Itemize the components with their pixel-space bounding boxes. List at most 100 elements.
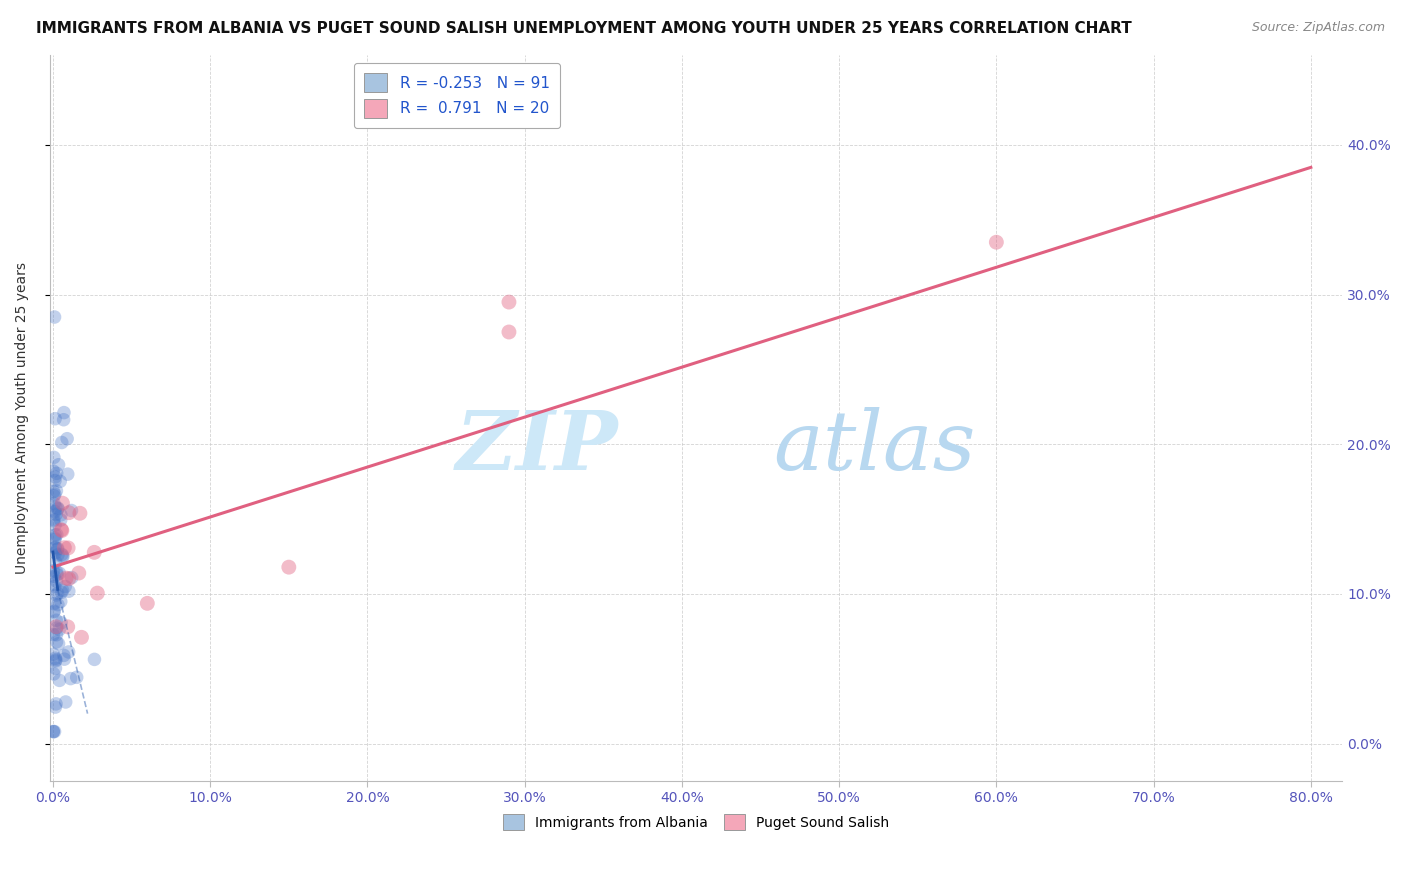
Point <box>45 565 67 579</box>
Point <box>52 648 75 663</box>
Point <box>53 580 76 594</box>
Point <box>42 647 65 661</box>
Point <box>52 549 75 564</box>
Y-axis label: Unemployment Among Youth under 25 years: Unemployment Among Youth under 25 years <box>15 262 30 574</box>
Point <box>51 435 73 450</box>
Point <box>277 560 299 574</box>
Point <box>498 295 520 310</box>
Point <box>46 548 69 562</box>
Point <box>136 596 159 610</box>
Point <box>58 572 80 586</box>
Point <box>42 667 65 681</box>
Point <box>44 540 66 554</box>
Point <box>83 545 105 559</box>
Point <box>46 542 69 557</box>
Point <box>46 541 69 556</box>
Point <box>48 566 70 581</box>
Point <box>42 464 65 478</box>
Point <box>53 541 76 555</box>
Point <box>42 627 65 641</box>
Point <box>42 514 65 528</box>
Point <box>44 518 66 533</box>
Point <box>44 654 66 668</box>
Point <box>42 564 65 578</box>
Point <box>44 504 66 518</box>
Point <box>52 406 75 420</box>
Point <box>44 528 66 542</box>
Point <box>51 496 73 510</box>
Point <box>42 513 65 527</box>
Point <box>42 484 65 499</box>
Point <box>49 513 72 527</box>
Point <box>83 652 105 666</box>
Point <box>67 566 90 580</box>
Text: atlas: atlas <box>773 407 976 487</box>
Text: ZIP: ZIP <box>456 407 619 487</box>
Point <box>45 588 67 602</box>
Point <box>46 567 69 582</box>
Point <box>44 546 66 560</box>
Point <box>45 653 67 667</box>
Point <box>45 620 67 634</box>
Point <box>58 645 80 659</box>
Point <box>45 500 67 515</box>
Point <box>42 724 65 739</box>
Point <box>46 598 69 612</box>
Point <box>48 623 70 637</box>
Point <box>45 697 67 711</box>
Point <box>56 541 79 555</box>
Point <box>45 613 67 627</box>
Point <box>86 586 108 600</box>
Point <box>55 571 77 585</box>
Point <box>42 597 65 611</box>
Legend: Immigrants from Albania, Puget Sound Salish: Immigrants from Albania, Puget Sound Sal… <box>498 808 894 836</box>
Point <box>45 621 67 635</box>
Point <box>44 496 66 510</box>
Point <box>42 489 65 503</box>
Point <box>49 594 72 608</box>
Point <box>44 541 66 555</box>
Point <box>45 628 67 642</box>
Point <box>48 458 70 472</box>
Point <box>49 508 72 522</box>
Point <box>60 503 83 517</box>
Point <box>52 583 75 598</box>
Point <box>42 577 65 591</box>
Point <box>45 527 67 541</box>
Point <box>51 547 73 561</box>
Point <box>42 450 65 465</box>
Point <box>51 523 73 537</box>
Point <box>42 605 65 619</box>
Point <box>56 620 79 634</box>
Point <box>46 501 69 516</box>
Point <box>51 585 73 599</box>
Point <box>44 411 66 425</box>
Point <box>498 325 520 339</box>
Point <box>55 695 77 709</box>
Point <box>44 474 66 488</box>
Point <box>44 700 66 714</box>
Point <box>45 483 67 498</box>
Point <box>42 724 65 739</box>
Point <box>44 310 66 324</box>
Point <box>53 652 76 666</box>
Point <box>45 574 67 589</box>
Text: Source: ZipAtlas.com: Source: ZipAtlas.com <box>1251 21 1385 34</box>
Point <box>986 235 1008 250</box>
Point <box>44 604 66 618</box>
Point <box>59 672 82 686</box>
Point <box>46 586 69 600</box>
Point <box>58 584 80 599</box>
Point <box>44 724 66 739</box>
Point <box>48 673 70 688</box>
Point <box>56 432 79 446</box>
Point <box>58 506 80 520</box>
Point <box>69 506 91 520</box>
Point <box>70 630 93 644</box>
Point <box>60 570 83 584</box>
Point <box>44 651 66 665</box>
Point <box>46 502 69 516</box>
Point <box>45 507 67 521</box>
Point <box>48 637 70 651</box>
Point <box>44 579 66 593</box>
